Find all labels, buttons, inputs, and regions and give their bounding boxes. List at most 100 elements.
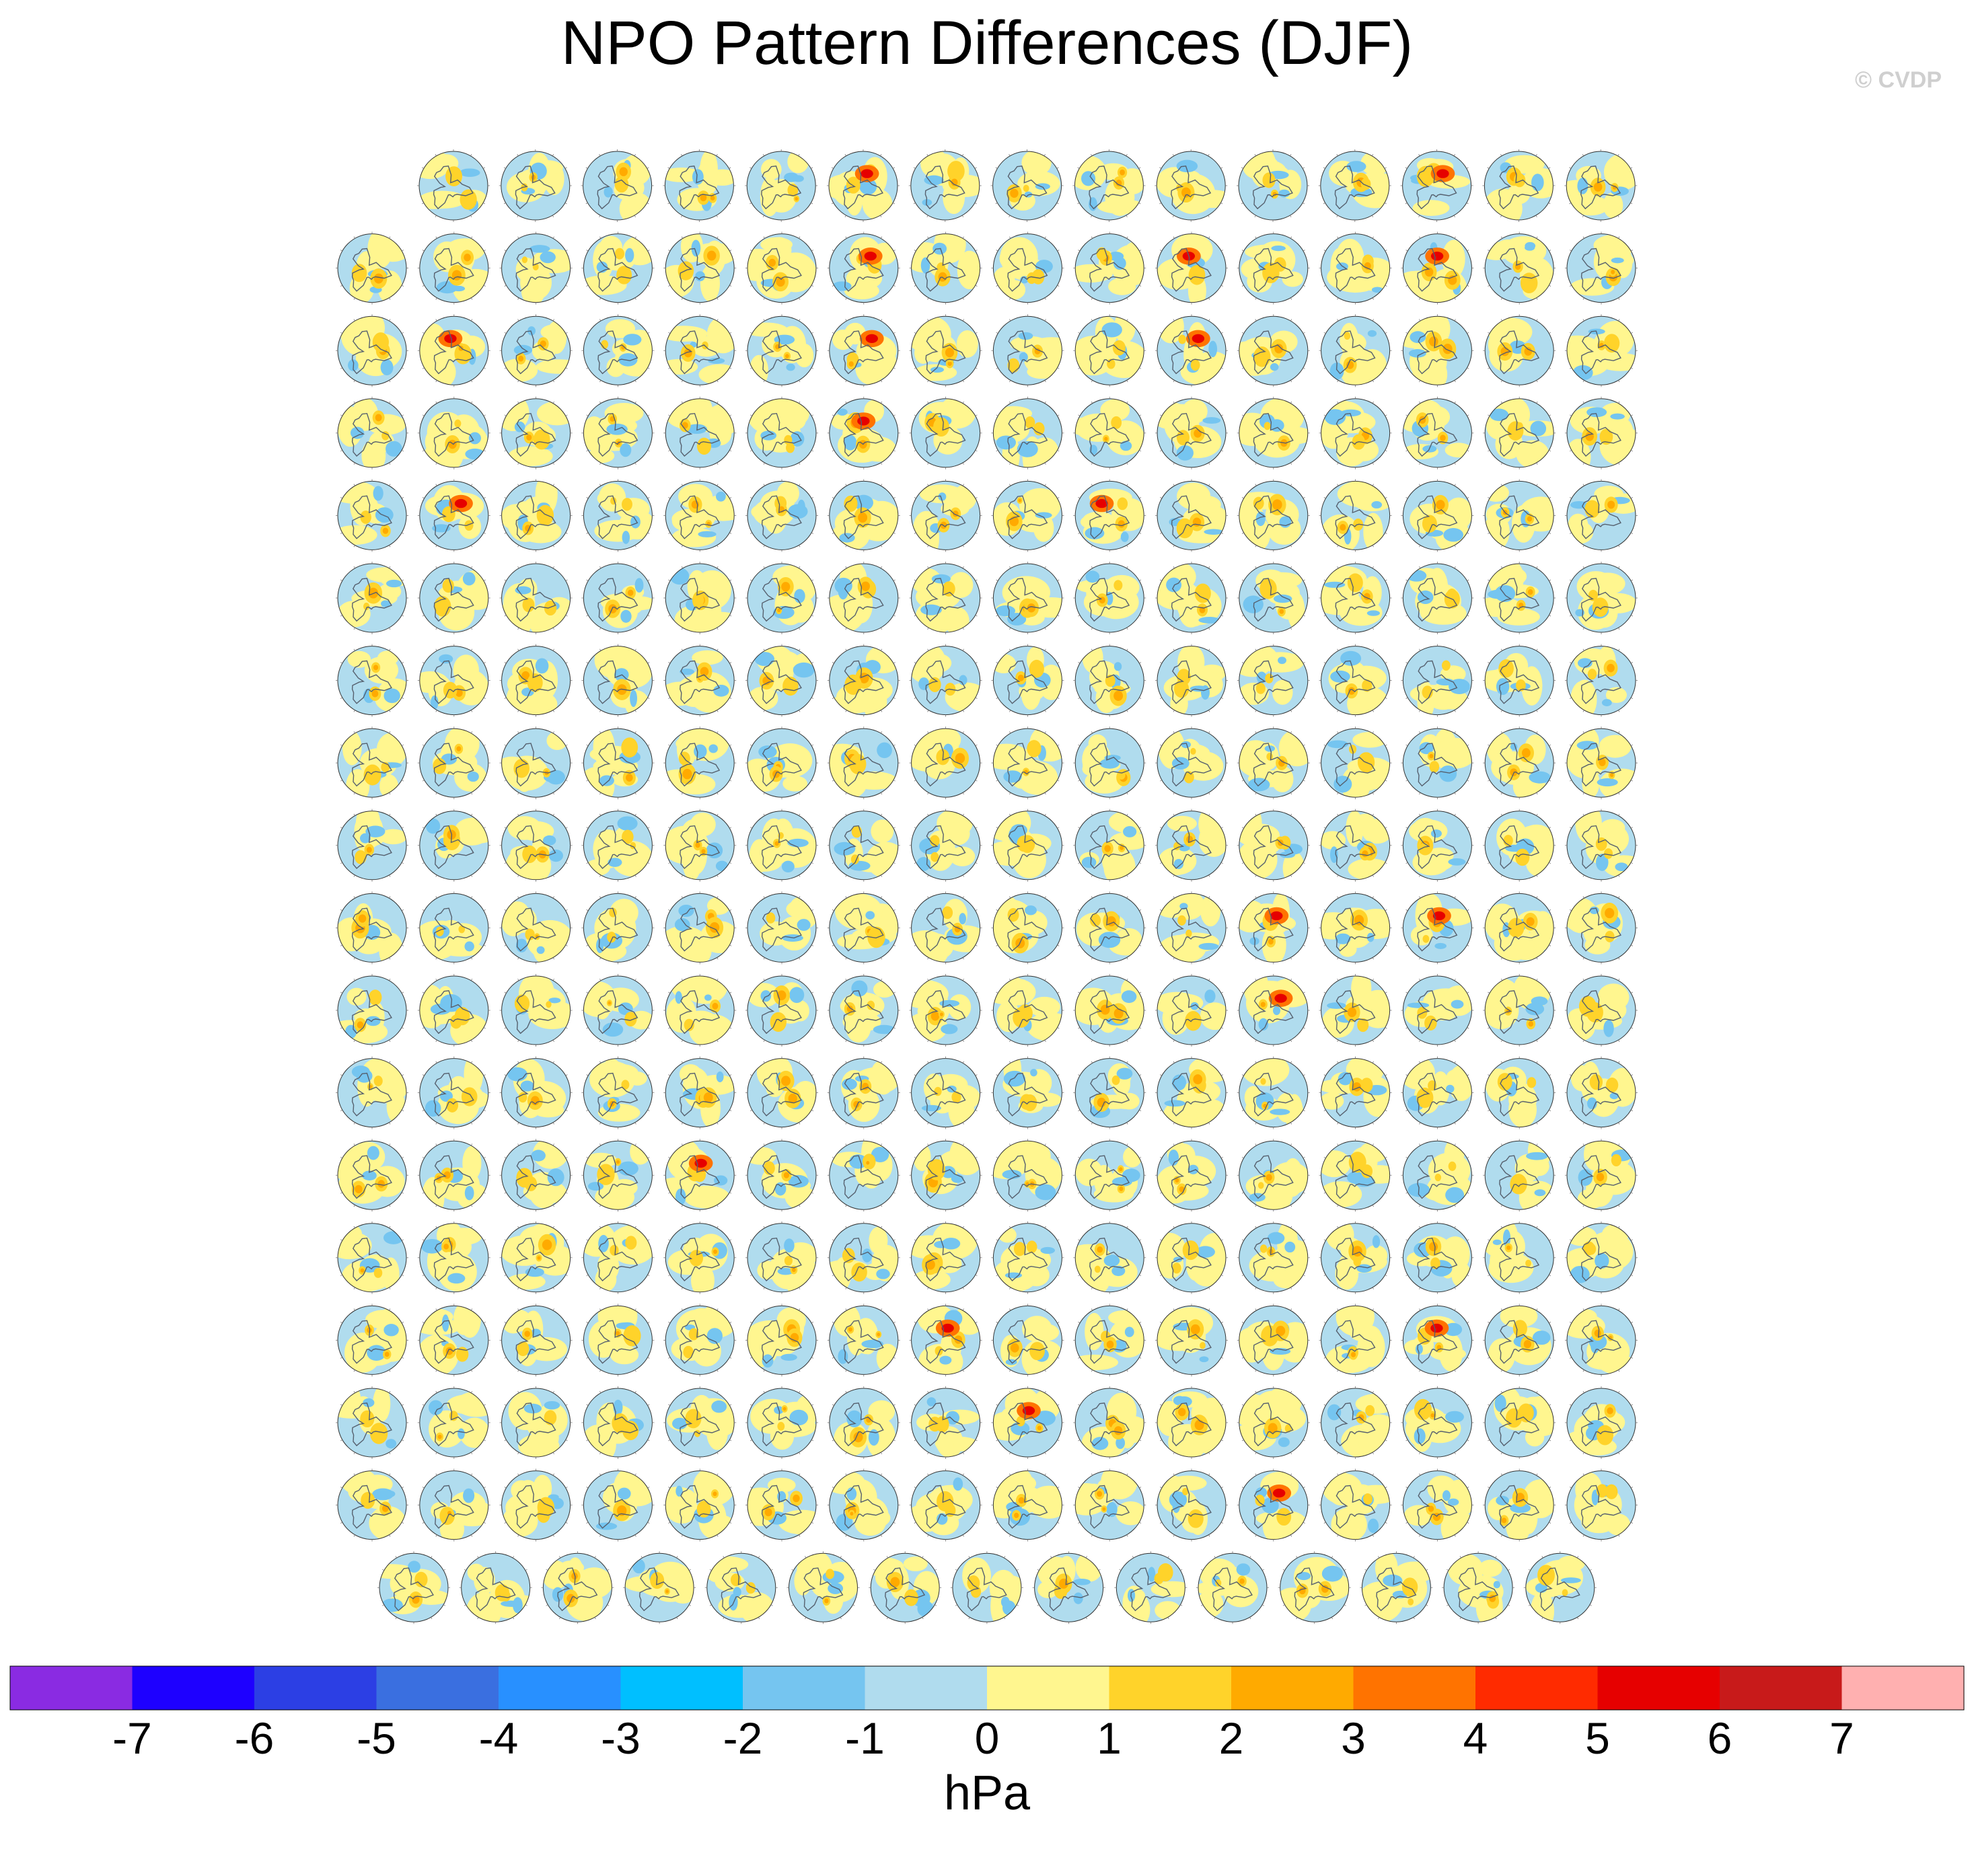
colorbar-tick-label: 3 <box>1341 1713 1366 1763</box>
map-panel <box>1360 1551 1433 1624</box>
map-panel <box>1073 974 1146 1047</box>
map-panel <box>663 974 737 1047</box>
map-panel <box>336 231 408 305</box>
map-panel <box>1155 231 1228 305</box>
map-panel <box>1401 1139 1474 1212</box>
map-panel <box>499 396 573 470</box>
map-panel <box>499 891 573 965</box>
map-panel <box>909 891 982 965</box>
map-panel <box>1483 644 1556 717</box>
map-panel <box>745 1386 818 1459</box>
map-panel <box>499 314 573 387</box>
map-panel <box>1401 1056 1474 1129</box>
colorbar-tick-label: 0 <box>975 1713 1000 1763</box>
map-panel <box>1483 562 1556 634</box>
map-panel <box>417 562 490 634</box>
map-panel <box>581 149 654 222</box>
map-panel <box>991 644 1064 717</box>
map-panel <box>499 149 572 222</box>
map-panel <box>869 1551 942 1624</box>
map-panel <box>991 231 1064 305</box>
map-panel <box>745 149 818 222</box>
map-panel <box>1565 314 1638 387</box>
map-panel <box>1401 644 1474 717</box>
map-panel <box>1483 1056 1556 1129</box>
map-panel <box>417 149 490 222</box>
map-panel <box>1237 1468 1310 1542</box>
map-panel <box>1318 149 1391 222</box>
map-panel <box>991 396 1064 470</box>
map-panel <box>1565 891 1638 965</box>
map-panel <box>909 974 982 1047</box>
map-panel <box>499 1386 573 1459</box>
map-panel <box>745 1468 818 1542</box>
colorbar-tick-label: -5 <box>357 1713 396 1763</box>
map-panel <box>1237 149 1309 222</box>
map-panel <box>827 644 900 717</box>
map-panel <box>1237 891 1310 965</box>
map-panel <box>663 1139 737 1212</box>
map-panel <box>1483 1386 1556 1459</box>
map-panel <box>991 809 1064 882</box>
map-panel <box>581 1468 655 1542</box>
map-panel <box>1319 1221 1392 1294</box>
map-panel <box>909 1468 982 1542</box>
map-panel <box>336 562 408 634</box>
map-panel <box>909 396 982 470</box>
map-panel <box>745 644 818 717</box>
map-panel <box>745 396 818 470</box>
map-panel <box>745 726 818 800</box>
map-panel <box>991 314 1064 387</box>
map-panel <box>417 644 490 717</box>
map-panel <box>1073 1304 1146 1377</box>
colorbar-tick-label: 4 <box>1463 1713 1488 1763</box>
map-panel <box>417 314 490 387</box>
map-panel <box>541 1551 614 1624</box>
map-panel <box>417 1304 490 1377</box>
map-panel <box>1482 149 1556 222</box>
map-panel <box>827 479 900 552</box>
map-panel <box>1401 1468 1474 1542</box>
map-panel <box>1237 809 1310 882</box>
map-panel <box>417 396 490 470</box>
map-panel <box>827 1468 900 1542</box>
map-panel <box>1565 562 1638 634</box>
map-panel <box>991 891 1064 965</box>
map-panel <box>336 1221 408 1294</box>
map-panel <box>1565 1056 1638 1129</box>
map-panel <box>499 1468 573 1542</box>
map-panel <box>909 231 982 305</box>
map-panel <box>581 314 655 387</box>
map-panel <box>1565 809 1638 882</box>
map-panel <box>745 974 818 1047</box>
map-panel <box>581 479 655 552</box>
map-panel <box>499 231 573 305</box>
map-panel <box>909 644 982 717</box>
map-panel <box>417 1468 490 1542</box>
map-panel <box>1155 562 1228 634</box>
map-panel <box>1565 1468 1638 1542</box>
map-panel <box>745 562 818 634</box>
map-panel <box>377 1551 450 1624</box>
map-panel <box>1155 644 1228 717</box>
map-panel <box>336 396 408 470</box>
map-panel <box>909 1386 982 1459</box>
map-panel <box>1237 1056 1310 1129</box>
map-panel <box>909 314 982 387</box>
map-panel <box>1523 1551 1597 1624</box>
map-panel <box>1319 479 1392 552</box>
map-panel <box>1483 479 1556 552</box>
map-panel <box>1401 726 1474 800</box>
map-panel <box>1564 149 1638 222</box>
colorbar-tick-label: 7 <box>1829 1713 1854 1763</box>
map-panel <box>1483 1304 1556 1377</box>
colorbar-tick-label: -1 <box>845 1713 885 1763</box>
map-panel <box>1032 1551 1105 1624</box>
map-panel <box>417 231 490 305</box>
map-panel <box>1401 974 1474 1047</box>
map-panel <box>336 809 408 882</box>
map-panel <box>704 1551 778 1624</box>
map-panel <box>336 974 408 1047</box>
map-panel <box>991 562 1064 634</box>
map-panel <box>1319 231 1392 305</box>
